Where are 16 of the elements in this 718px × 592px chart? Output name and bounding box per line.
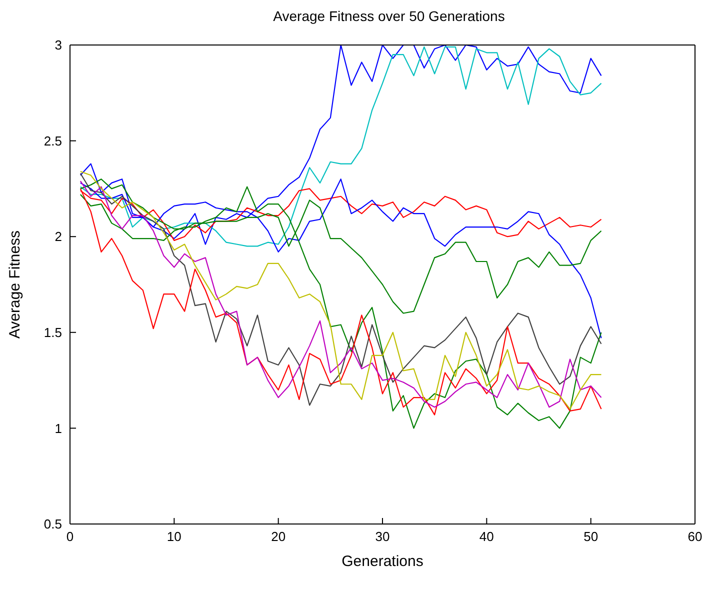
y-tick-label: 2 — [54, 229, 62, 244]
x-tick-label: 30 — [375, 529, 390, 544]
x-tick-label: 40 — [479, 529, 494, 544]
x-tick-label: 10 — [166, 529, 182, 544]
y-tick-label: 1 — [54, 420, 62, 436]
y-tick-label: 0.5 — [44, 516, 62, 532]
x-axis-title: Generations — [342, 553, 424, 570]
y-tick-label: 1.5 — [44, 325, 62, 340]
x-tick-label: 20 — [271, 529, 286, 544]
x-tick-label: 50 — [584, 529, 598, 544]
y-tick-label: 2.5 — [44, 133, 62, 148]
x-tick-label: 0 — [66, 529, 74, 544]
x-tick-label: 60 — [688, 529, 702, 544]
chart-title: Average Fitness over 50 Generations — [272, 8, 506, 26]
y-tick-label: 3 — [54, 38, 62, 53]
y-axis-title: Average Fitness — [6, 230, 24, 339]
